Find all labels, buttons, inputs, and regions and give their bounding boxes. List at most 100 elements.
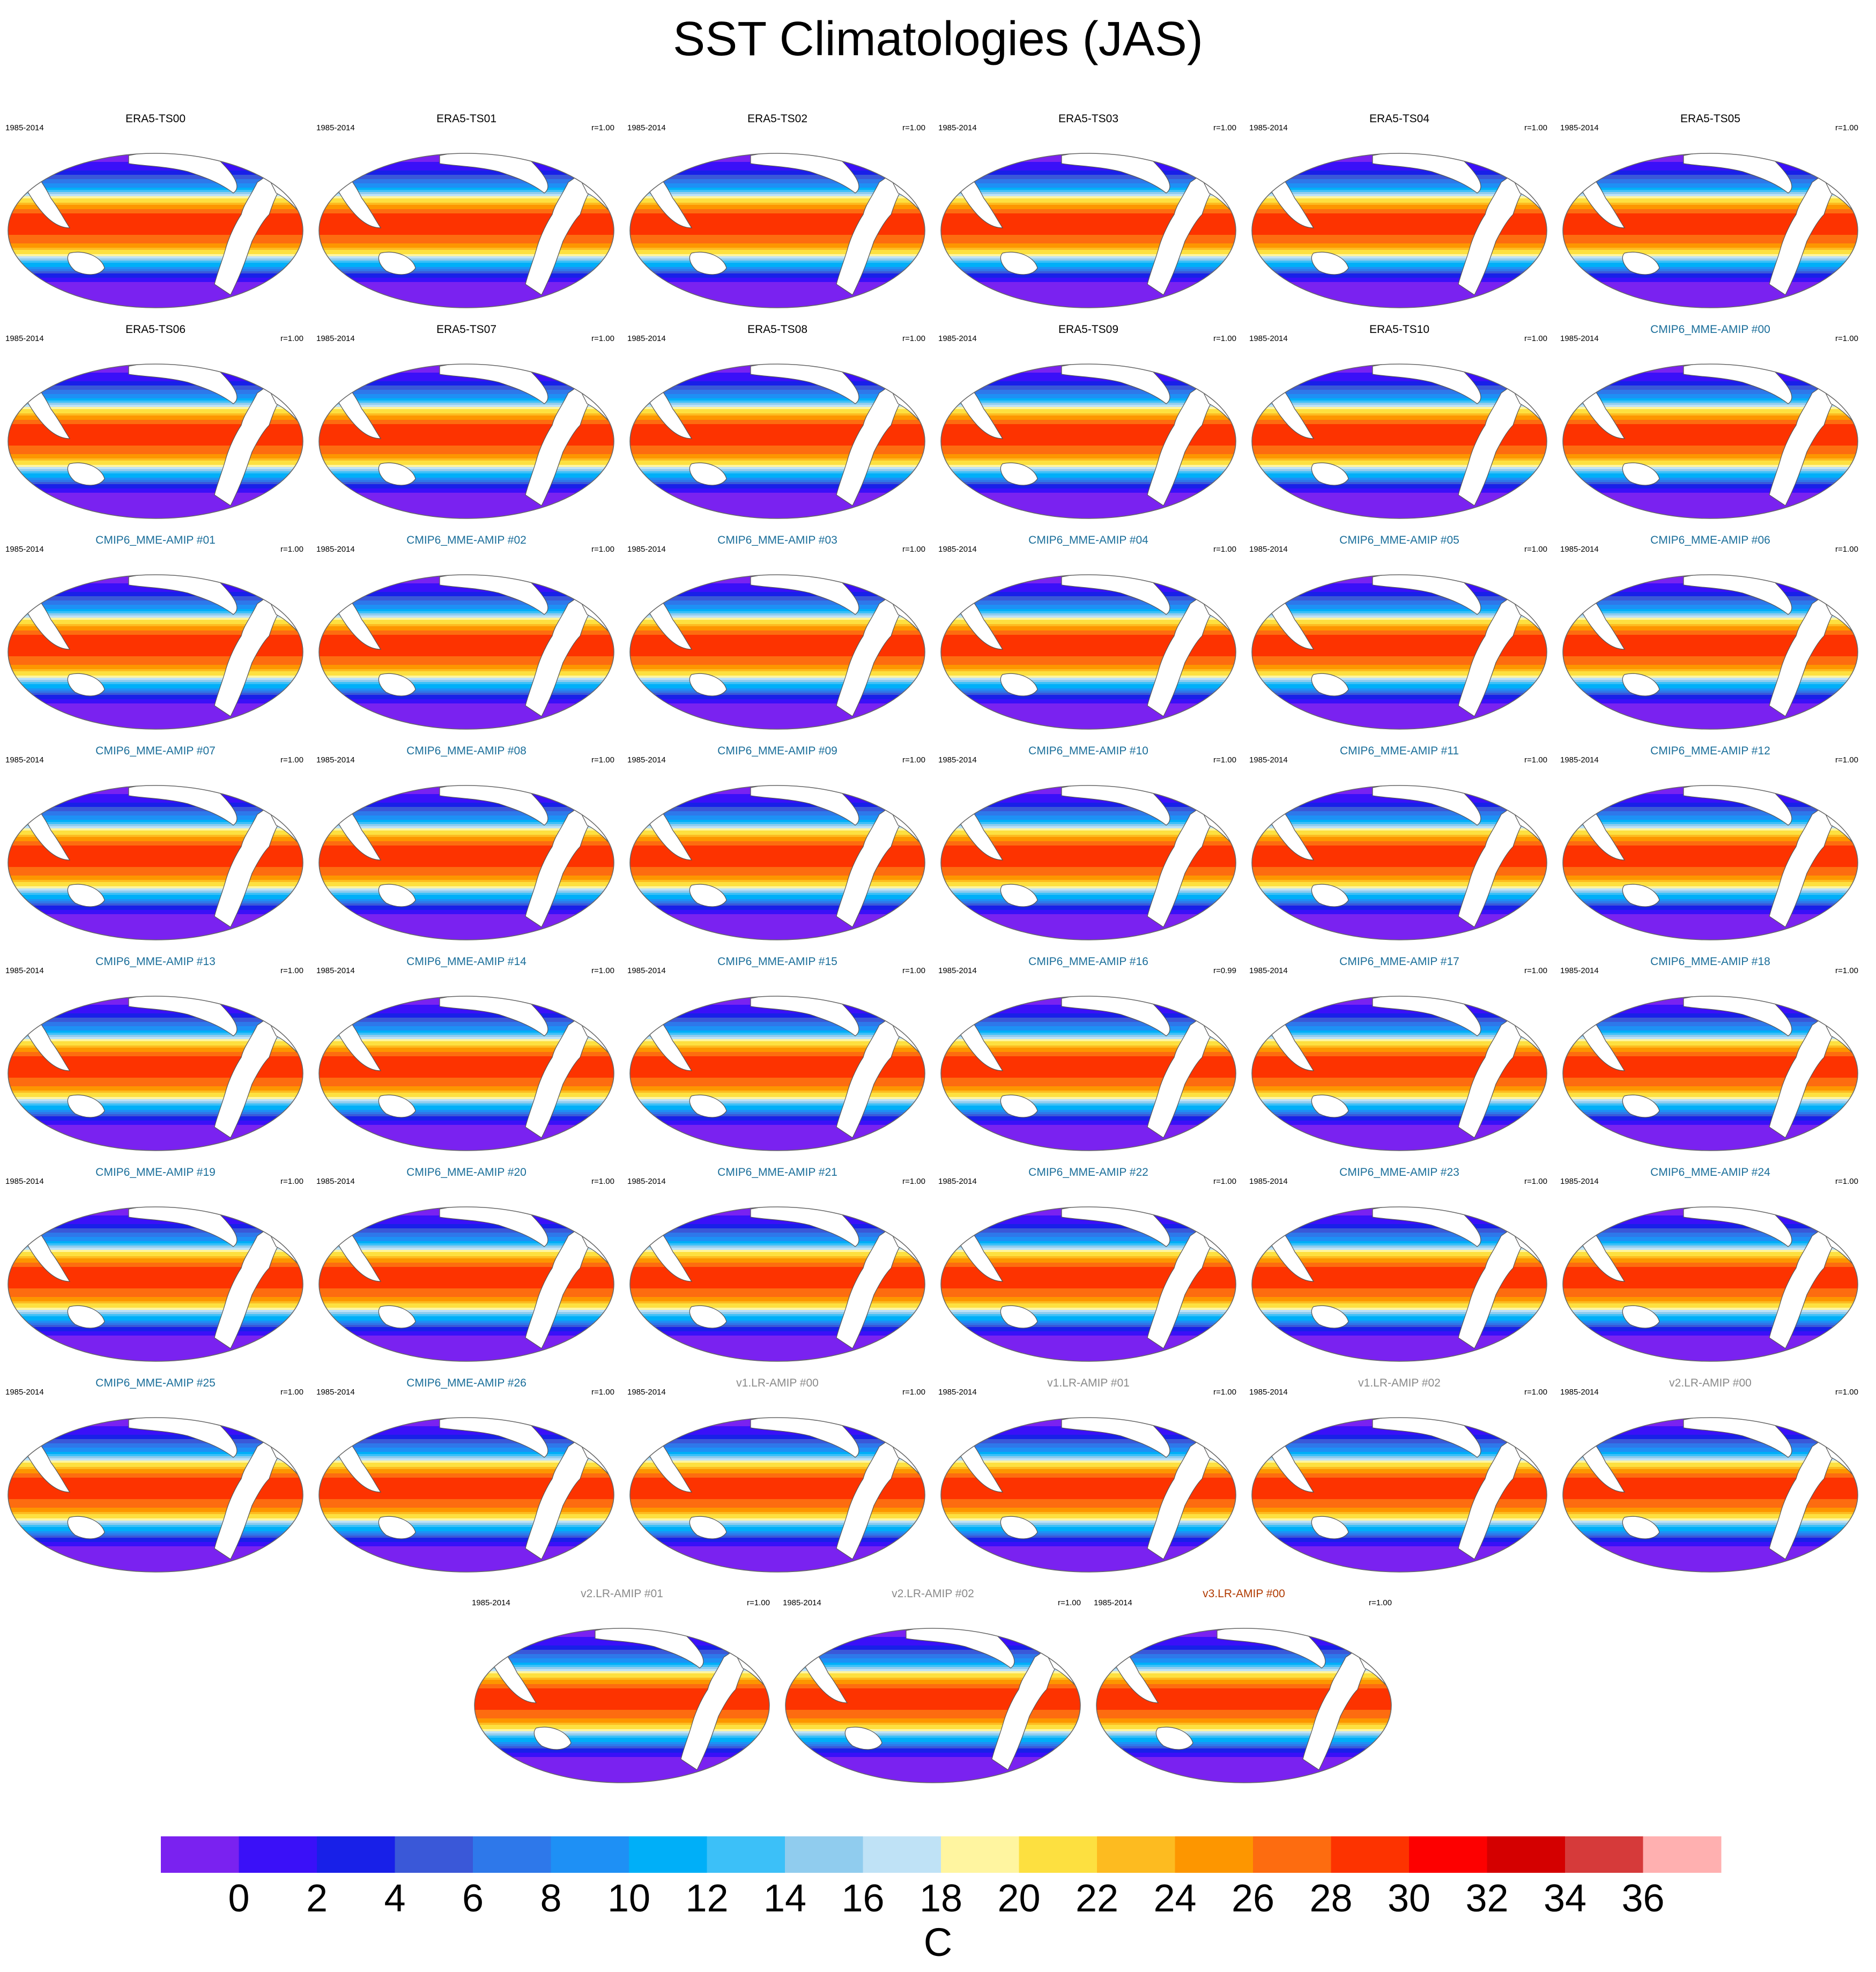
sst-band <box>1252 1321 1547 1323</box>
sst-band <box>319 463 614 465</box>
sst-band <box>8 1503 303 1506</box>
sst-band <box>1563 637 1858 640</box>
sst-band <box>941 1456 1236 1459</box>
sst-band <box>941 1448 1236 1450</box>
sst-band <box>630 1331 925 1334</box>
sst-band <box>630 1243 925 1246</box>
sst-band <box>8 1037 303 1040</box>
sst-band <box>1252 1237 1547 1240</box>
sst-band <box>1563 588 1858 590</box>
sst-band <box>319 1540 614 1543</box>
sst-band <box>941 639 1236 642</box>
sst-band <box>8 671 303 674</box>
sst-band <box>474 1671 769 1674</box>
map-border <box>318 785 614 940</box>
sst-band <box>630 383 925 386</box>
sst-band <box>1252 1263 1547 1265</box>
sst-band <box>941 1088 1236 1091</box>
sst-band <box>1252 514 1547 517</box>
landmass <box>750 1207 859 1247</box>
sst-band <box>630 1233 925 1235</box>
sst-band <box>630 201 925 203</box>
sst-band <box>319 1439 614 1442</box>
sst-band <box>8 714 303 717</box>
sst-band <box>319 1269 614 1272</box>
sst-band <box>319 927 614 930</box>
sst-band <box>1252 633 1547 635</box>
landmass <box>1061 364 1170 404</box>
sst-band <box>1252 1271 1547 1274</box>
sst-band <box>1252 1148 1547 1151</box>
sst-band <box>474 1691 769 1693</box>
sst-band <box>1252 1553 1547 1555</box>
sst-band <box>941 1348 1236 1351</box>
landmass <box>1683 575 1792 615</box>
panel-correlation: r=1.00 <box>280 1388 303 1397</box>
sst-band <box>1252 1035 1547 1037</box>
sst-band <box>1252 422 1547 425</box>
sst-band <box>941 882 1236 885</box>
sst-band <box>1252 1091 1547 1093</box>
sst-band <box>8 601 303 603</box>
panel-period: 1985-2014 <box>938 966 977 975</box>
sst-band <box>1252 233 1547 235</box>
panel-period: 1985-2014 <box>1249 1388 1288 1397</box>
sst-band <box>630 903 925 906</box>
sst-band <box>319 643 614 646</box>
sst-band <box>319 1091 614 1093</box>
sst-band <box>941 635 1236 637</box>
sst-band <box>1563 1015 1858 1018</box>
map-border <box>8 153 303 308</box>
sst-band <box>1252 837 1547 840</box>
sst-band <box>319 863 614 865</box>
sst-band <box>8 852 303 855</box>
sst-band <box>630 1299 925 1302</box>
sst-band <box>8 456 303 459</box>
panel-correlation: r=1.00 <box>591 1388 614 1397</box>
sst-band <box>319 1448 614 1450</box>
sst-band <box>1563 1037 1858 1040</box>
sst-band <box>8 299 303 302</box>
landmass <box>1311 673 1349 696</box>
sst-band <box>630 448 925 450</box>
sst-band <box>941 1443 1236 1446</box>
sst-band <box>941 198 1236 201</box>
sst-band <box>785 1673 1080 1676</box>
sst-band <box>8 1273 303 1276</box>
sst-band <box>8 1131 303 1134</box>
sst-band <box>474 1688 769 1691</box>
sst-band <box>941 282 1236 285</box>
sst-band <box>319 1323 614 1325</box>
sst-band <box>1252 467 1547 470</box>
sst-band <box>1563 456 1858 459</box>
sst-band <box>630 1557 925 1560</box>
sst-band <box>8 1454 303 1457</box>
sst-band <box>8 1518 303 1521</box>
sst-band <box>630 398 925 401</box>
sst-band <box>319 639 614 642</box>
sst-band <box>941 865 1236 868</box>
sst-band <box>1563 616 1858 618</box>
sst-band <box>1252 306 1547 308</box>
sst-band <box>319 893 614 895</box>
sst-band <box>630 813 925 816</box>
sst-band <box>1252 899 1547 902</box>
sst-band <box>630 841 925 844</box>
sst-band <box>1252 1295 1547 1298</box>
sst-band <box>630 721 925 723</box>
sst-band <box>1252 820 1547 822</box>
panel-title: CMIP6_MME-AMIP #12 <box>1650 745 1770 757</box>
sst-band <box>319 903 614 906</box>
landmass <box>67 1305 105 1329</box>
sst-band <box>474 1751 769 1753</box>
sst-band <box>630 1133 925 1136</box>
colorbar-swatch <box>395 1836 473 1873</box>
sst-map <box>1562 153 1858 308</box>
landmass <box>906 1628 1015 1669</box>
sst-band <box>630 424 925 427</box>
sst-band <box>319 918 614 921</box>
sst-band <box>1563 1441 1858 1444</box>
sst-band <box>1096 1768 1391 1770</box>
sst-band <box>319 678 614 680</box>
sst-band <box>319 1557 614 1560</box>
